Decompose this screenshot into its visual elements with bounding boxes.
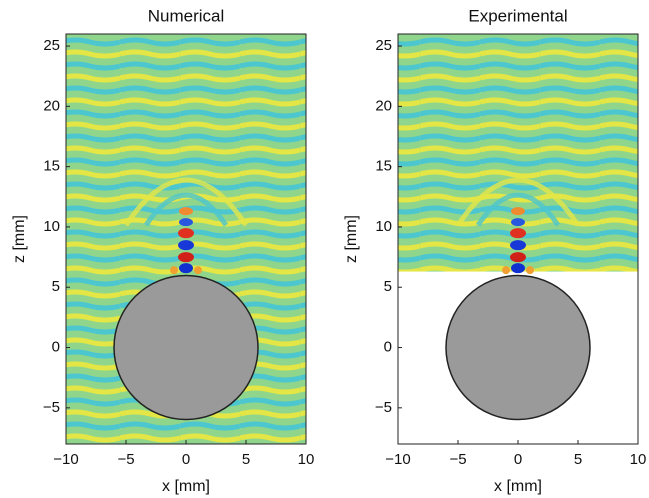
sphere (113, 274, 259, 421)
y-tick-label: 0 (384, 338, 392, 355)
y-tick-label: −5 (375, 399, 392, 416)
x-tick-label: 5 (242, 451, 250, 468)
x-tick-label: −10 (53, 451, 78, 468)
y-tick-label: 15 (375, 158, 392, 175)
x-tick-label: 10 (630, 451, 647, 468)
x-tick-label: −5 (117, 451, 134, 468)
chart-title: Numerical (148, 6, 225, 25)
y-axis-label: z [mm] (343, 215, 360, 263)
y-tick-label: 0 (52, 338, 60, 355)
y-tick-label: −5 (43, 399, 60, 416)
y-tick-label: 20 (375, 97, 392, 114)
y-tick-label: 5 (384, 278, 392, 295)
y-tick-label: 10 (43, 218, 60, 235)
y-tick-label: 15 (43, 158, 60, 175)
x-tick-label: −5 (449, 451, 466, 468)
panel: −10 −5 0 5 10 −5 0 5 10 15 20 25 Experimental x [mm] z… (343, 6, 646, 495)
x-tick-label: 5 (574, 451, 582, 468)
y-axis-label: z [mm] (11, 215, 28, 263)
y-tick-label: 10 (375, 218, 392, 235)
y-tick-label: 20 (43, 97, 60, 114)
x-tick-label: 0 (514, 451, 522, 468)
x-axis-label: x [mm] (494, 478, 542, 495)
x-tick-label: 10 (298, 451, 315, 468)
x-axis-label: x [mm] (162, 478, 210, 495)
sphere (445, 274, 591, 421)
y-tick-label: 5 (52, 278, 60, 295)
panel: −10 −5 0 5 10 −5 0 5 10 15 20 25 Numerical x [mm] z [m… (11, 6, 314, 495)
y-tick-label: 25 (43, 37, 60, 54)
plot-area (398, 34, 638, 421)
y-tick-label: 25 (375, 37, 392, 54)
plot-area (66, 34, 306, 444)
x-tick-label: −10 (385, 451, 410, 468)
chart-title: Experimental (468, 6, 567, 25)
x-tick-label: 0 (182, 451, 190, 468)
